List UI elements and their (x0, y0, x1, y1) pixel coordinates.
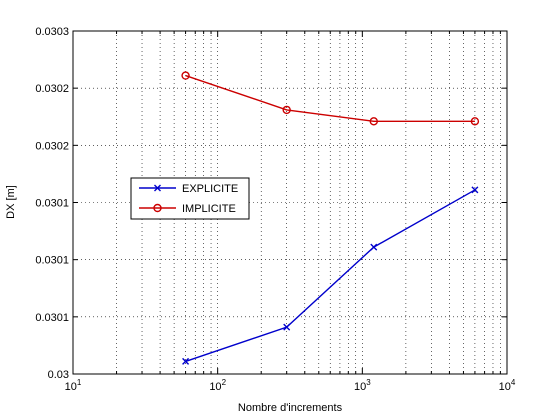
implicite-series (181, 71, 480, 126)
legend: EXPLICITE IMPLICITE (130, 177, 250, 220)
y-tick-label: 0.03 (48, 369, 69, 381)
x-axis-label: Nombre d'increments (238, 402, 343, 414)
tick-labels: 0.03 0.0301 0.0301 0.0301 0.0302 0.0302 0.0303… (35, 26, 516, 393)
implicite-data-point (369, 117, 378, 126)
explicite-data-point (370, 243, 378, 251)
tick-marks (73, 30, 507, 375)
implicite-series-line (185, 74, 475, 123)
explicite-legend-marker (154, 184, 161, 192)
explicite-series-line (185, 189, 476, 363)
explicite-data-point (471, 186, 479, 194)
x-tick-label: 103 (354, 378, 371, 393)
explicite-legend-label: EXPLICITE (182, 183, 238, 195)
implicite-data-point (282, 105, 291, 115)
explicite-series (182, 186, 479, 365)
y-tick-label: 0.0301 (35, 198, 69, 210)
y-axis-label: DX [m] (5, 185, 17, 219)
x-tick-label: 102 (209, 378, 226, 393)
x-tick-label: 101 (65, 378, 82, 393)
explicite-data-point (182, 357, 190, 365)
y-tick-label: 0.0302 (35, 83, 69, 95)
y-tick-label: 0.0301 (35, 255, 69, 267)
y-tick-label: 0.0303 (35, 26, 69, 38)
implicite-legend-label: IMPLICITE (182, 203, 236, 215)
implicite-legend-marker (153, 203, 162, 213)
legend-box (130, 177, 250, 220)
explicite-data-point (283, 323, 291, 331)
series-layer (181, 71, 480, 365)
implicite-data-point (470, 117, 480, 126)
x-tick-label: 104 (499, 378, 516, 393)
y-tick-label: 0.0302 (35, 140, 69, 152)
y-tick-label: 0.0301 (35, 312, 69, 324)
grid (73, 31, 507, 374)
implicite-data-point (181, 71, 190, 80)
